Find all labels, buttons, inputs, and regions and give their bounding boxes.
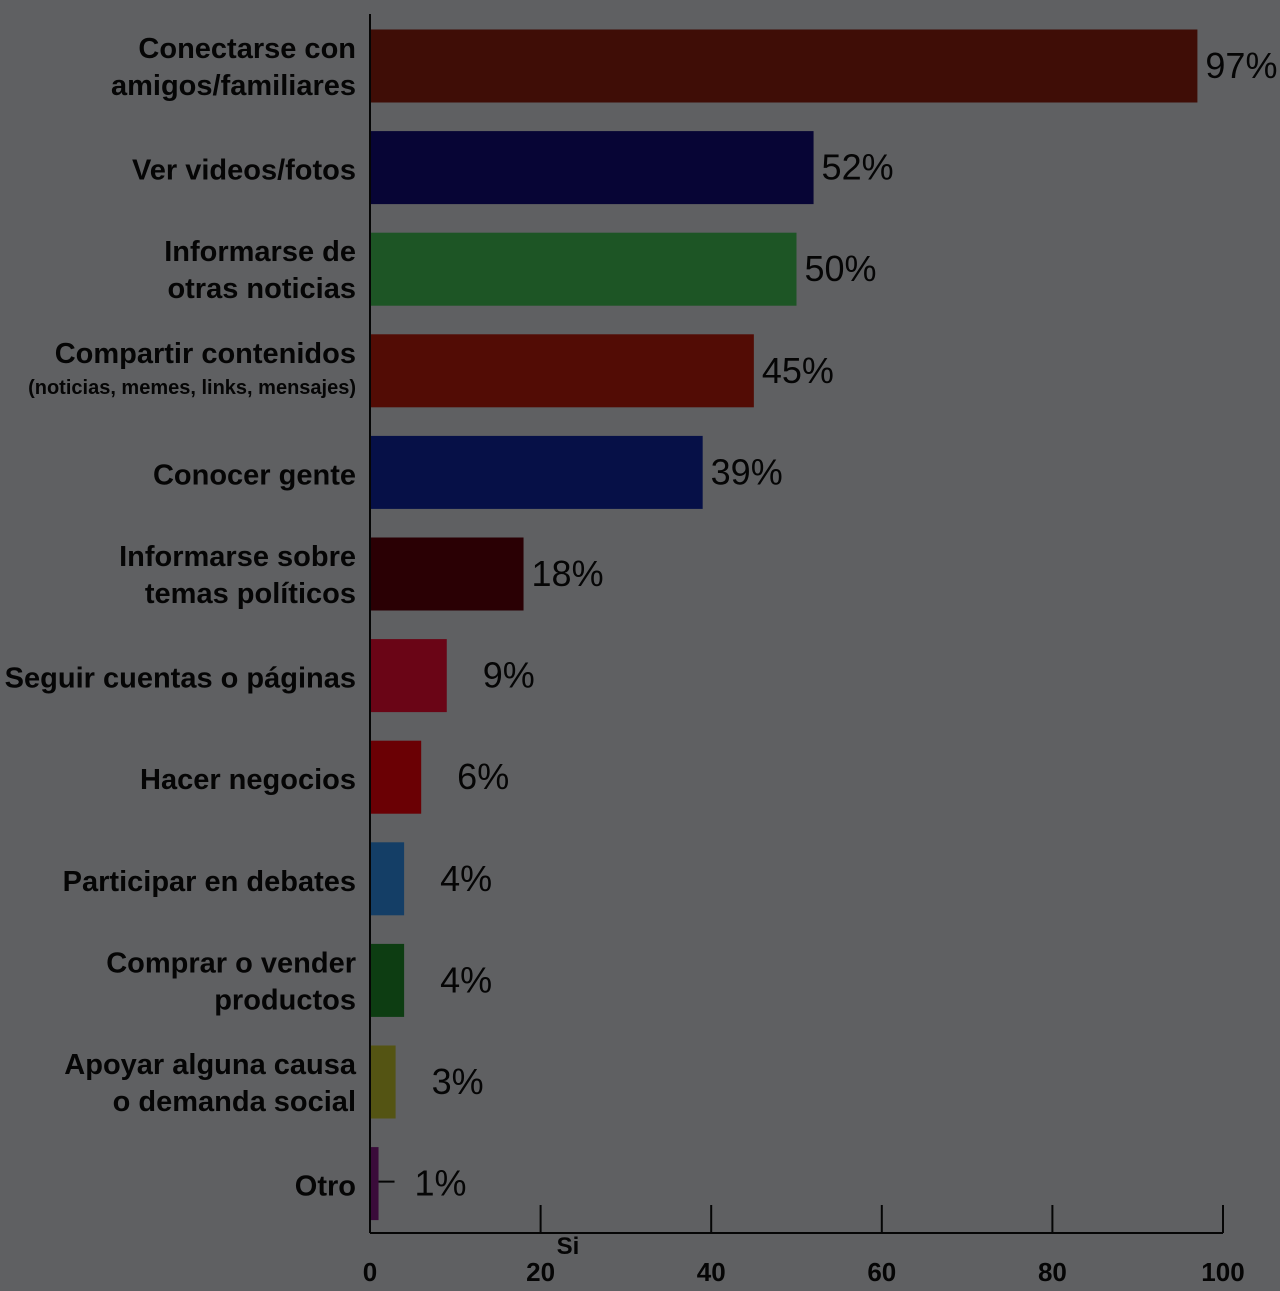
bar-value-label: 6% (457, 756, 509, 797)
bar-value-label: 3% (432, 1061, 484, 1102)
x-tick-label: 60 (867, 1257, 896, 1286)
category-label: Informarse sobre (119, 541, 356, 573)
category-label: temas políticos (145, 578, 356, 610)
category-label: Otro (295, 1171, 356, 1203)
axes-layer (369, 14, 1224, 1234)
x-tick-label: 40 (697, 1257, 726, 1286)
bars-layer (370, 29, 1198, 1221)
category-label: o demanda social (113, 1086, 356, 1118)
bar (370, 29, 1198, 103)
bar (370, 842, 405, 916)
category-label: Apoyar alguna causa (64, 1049, 357, 1081)
category-label: Compartir contenidos (55, 338, 356, 370)
labels-layer: 97% Conectarse con amigos/familiares 52% Ver… (5, 33, 1278, 1287)
x-tick-label: 100 (1201, 1257, 1244, 1286)
category-label: Comprar o vender (106, 947, 356, 979)
bar-value-label: 18% (532, 553, 604, 594)
bar (370, 232, 797, 306)
bar-value-label: 9% (483, 655, 535, 696)
category-label: amigos/familiares (111, 70, 356, 102)
bar (370, 740, 422, 814)
bar-value-label: 4% (440, 959, 492, 1000)
category-label: Seguir cuentas o páginas (5, 663, 356, 695)
bar-value-label: 97% (1205, 45, 1277, 86)
bar-value-label: 50% (805, 248, 877, 289)
category-label: Conectarse con (138, 33, 356, 65)
bar (370, 537, 524, 611)
bar (370, 1147, 379, 1221)
x-tick-label: 0 (363, 1257, 377, 1286)
bar (370, 131, 814, 205)
bar (370, 435, 703, 509)
bar-value-label: 1% (415, 1163, 467, 1204)
x-tick-label: 20 (526, 1257, 555, 1286)
bar-value-label: 39% (711, 451, 783, 492)
x-tick-label: 80 (1038, 1257, 1067, 1286)
bar-value-label: 4% (440, 858, 492, 899)
category-label: Hacer negocios (140, 764, 356, 796)
category-label: otras noticias (167, 273, 356, 305)
category-label: Participar en debates (63, 866, 356, 898)
bar (370, 639, 447, 713)
bar (370, 1045, 396, 1119)
x-axis-title: Si (557, 1233, 580, 1260)
category-label: Ver videos/fotos (132, 155, 356, 187)
bar (370, 943, 405, 1017)
bar (370, 334, 754, 408)
category-label: (noticias, memes, links, mensajes) (28, 377, 356, 399)
category-label: Informarse de (164, 236, 356, 268)
bar-value-label: 52% (822, 147, 894, 188)
bar-value-label: 45% (762, 350, 834, 391)
category-label: Conocer gente (153, 459, 356, 491)
category-label: productos (214, 984, 356, 1016)
